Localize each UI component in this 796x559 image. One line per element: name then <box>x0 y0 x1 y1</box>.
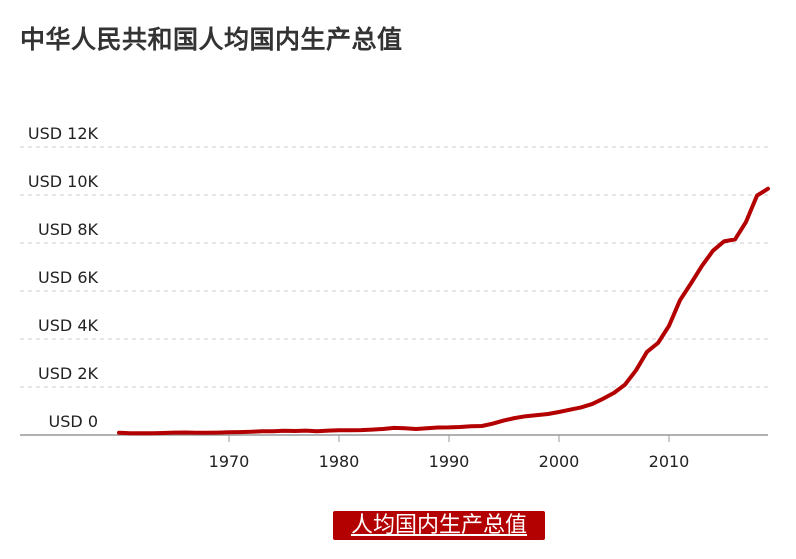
y-tick-label: USD 6K <box>38 268 98 287</box>
legend-series-button[interactable]: 人均国内生产总值 <box>333 511 545 540</box>
grid-lines <box>20 146 768 436</box>
y-tick-label: USD 2K <box>38 364 98 383</box>
series-layer <box>117 186 770 436</box>
y-tick-label: USD 12K <box>28 124 99 143</box>
y-tick-label: USD 0 <box>49 412 98 431</box>
x-axis-ticks: 1970 1980 1990 2000 2010 <box>209 435 690 471</box>
series-line <box>117 186 770 436</box>
y-axis-ticks: USD 0 USD 2K USD 4K USD 6K USD 8K USD 10K USD … <box>28 124 99 431</box>
y-tick-label: USD 4K <box>38 316 98 335</box>
x-tick-label: 1970 <box>209 452 250 471</box>
y-tick-label: USD 10K <box>28 172 99 191</box>
x-tick-label: 1990 <box>429 452 470 471</box>
y-tick-label: USD 8K <box>38 220 98 239</box>
x-tick-label: 1980 <box>319 452 360 471</box>
x-tick-label: 2000 <box>539 452 580 471</box>
x-tick-label: 2010 <box>649 452 690 471</box>
chart-title: 中华人民共和国人均国内生产总值 <box>20 25 403 54</box>
